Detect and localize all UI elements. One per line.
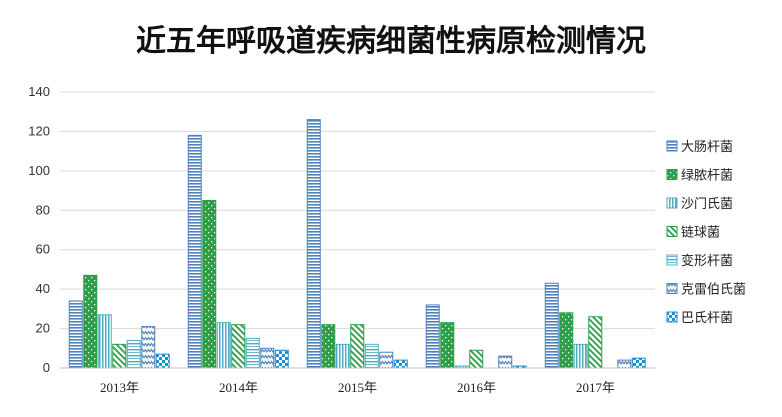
y-tick-label: 80	[36, 202, 50, 217]
legend-label: 绿脓杆菌	[681, 168, 733, 184]
bar	[617, 359, 632, 369]
bar	[260, 347, 275, 369]
legend-swatch	[666, 140, 678, 152]
bar	[274, 349, 289, 369]
bar	[469, 349, 484, 369]
x-tick-label: 2013年	[100, 380, 139, 395]
y-tick-label: 120	[28, 123, 50, 138]
bar	[498, 355, 513, 369]
x-axis: 2013年 2014年 2015年 2016年 2017年	[60, 367, 655, 395]
bars	[68, 119, 646, 369]
bar	[141, 326, 156, 369]
y-tick-label: 20	[36, 321, 50, 336]
x-tick-label: 2015年	[338, 380, 377, 395]
legend-label: 大肠杆菌	[681, 140, 733, 155]
bar	[393, 359, 408, 369]
bar	[245, 337, 260, 369]
y-axis: 0 20 40 60 80 100 120 140	[28, 84, 50, 375]
bar	[187, 134, 202, 369]
bar	[216, 322, 231, 369]
bar	[83, 274, 98, 369]
legend-label: 变形杆菌	[681, 253, 733, 269]
legend-swatch	[666, 226, 678, 237]
bar	[68, 300, 83, 369]
bar	[425, 304, 440, 369]
bar	[335, 343, 350, 369]
x-tick-label: 2016年	[457, 380, 496, 395]
y-tick-label: 140	[28, 84, 50, 99]
x-tick-label: 2017年	[576, 380, 615, 395]
chart-title: 近五年呼吸道疾病细菌性病原检测情况	[136, 24, 646, 59]
bar	[202, 199, 217, 369]
bar	[350, 324, 365, 369]
bar	[573, 343, 588, 369]
legend-label: 巴氏杆菌	[681, 311, 733, 326]
legend-swatch	[666, 197, 678, 209]
bar	[97, 314, 112, 369]
legend-label: 沙门氏菌	[681, 197, 733, 212]
legend-label: 链球菌	[681, 226, 720, 241]
bar	[321, 324, 336, 369]
bar	[559, 312, 574, 369]
bar	[588, 316, 603, 369]
y-tick-label: 100	[28, 163, 50, 178]
bar	[364, 343, 379, 369]
bar	[440, 322, 455, 369]
bar	[631, 357, 646, 369]
bar	[126, 339, 141, 369]
bar	[155, 353, 170, 369]
y-tick-label: 40	[36, 281, 50, 296]
legend-label: 克雷伯氏菌	[681, 283, 746, 298]
bar	[379, 351, 394, 369]
y-tick-label: 0	[43, 360, 50, 375]
bar	[112, 343, 127, 369]
bar	[306, 119, 321, 369]
bar	[231, 324, 246, 369]
bar	[544, 282, 559, 369]
legend-swatch	[666, 254, 678, 266]
y-tick-label: 60	[36, 242, 50, 257]
legend-swatch	[666, 169, 678, 180]
legend-swatch	[666, 283, 678, 294]
legend-swatch	[666, 311, 678, 323]
x-tick-label: 2014年	[219, 380, 258, 395]
